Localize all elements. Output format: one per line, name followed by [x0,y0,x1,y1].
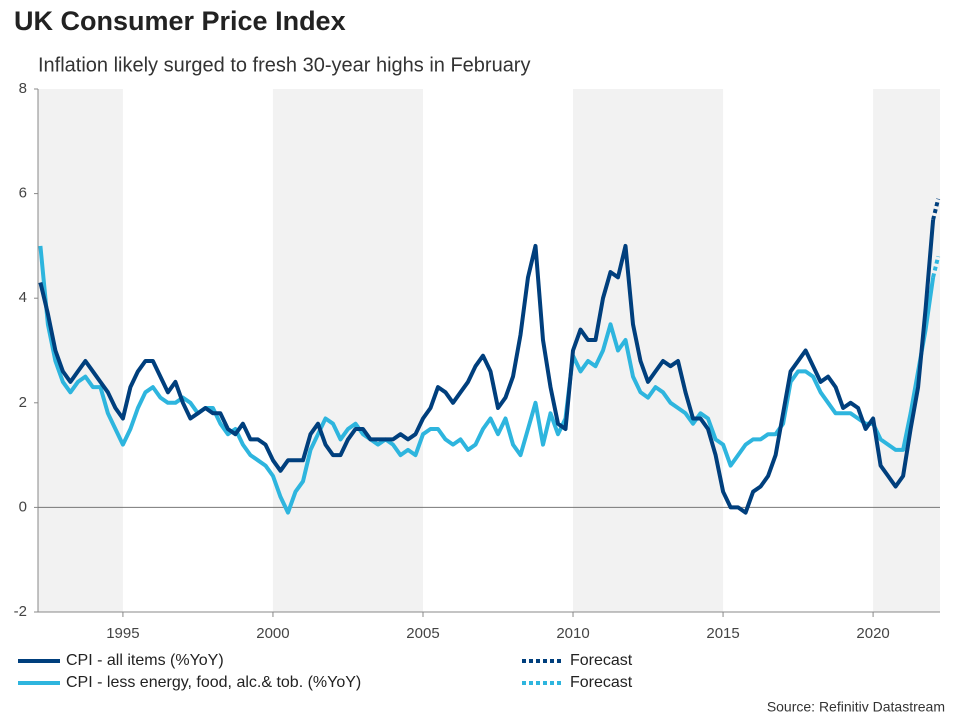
x-tick-label: 2010 [556,625,589,642]
y-tick-label: -2 [14,603,27,620]
y-tick-label: 6 [19,185,27,202]
y-tick-label: 4 [19,289,27,306]
series-line [931,255,941,278]
legend-label: Forecast [570,652,633,669]
legend-label: CPI - less energy, food, alc.& tob. (%Yo… [66,674,361,691]
source: Source: Refinitiv Datastream [767,699,945,715]
legend-label: Forecast [570,674,633,691]
y-tick-label: 8 [19,80,27,97]
legend-label: CPI - all items (%YoY) [66,652,224,669]
band [38,89,123,612]
series-line [38,245,936,515]
x-tick-label: 1995 [106,625,139,642]
x-tick-label: 2005 [406,625,439,642]
chart-title: UK Consumer Price Index [14,6,346,36]
series-line [931,198,941,221]
band [873,89,940,612]
band [573,89,724,612]
x-tick-label: 2015 [706,625,739,642]
x-tick-label: 2000 [256,625,289,642]
y-tick-label: 2 [19,394,27,411]
chart-subtitle: Inflation likely surged to fresh 30-year… [38,54,530,76]
band [272,89,423,612]
series-line [38,219,936,515]
x-tick-label: 2020 [856,625,889,642]
y-tick-label: 0 [19,498,27,515]
